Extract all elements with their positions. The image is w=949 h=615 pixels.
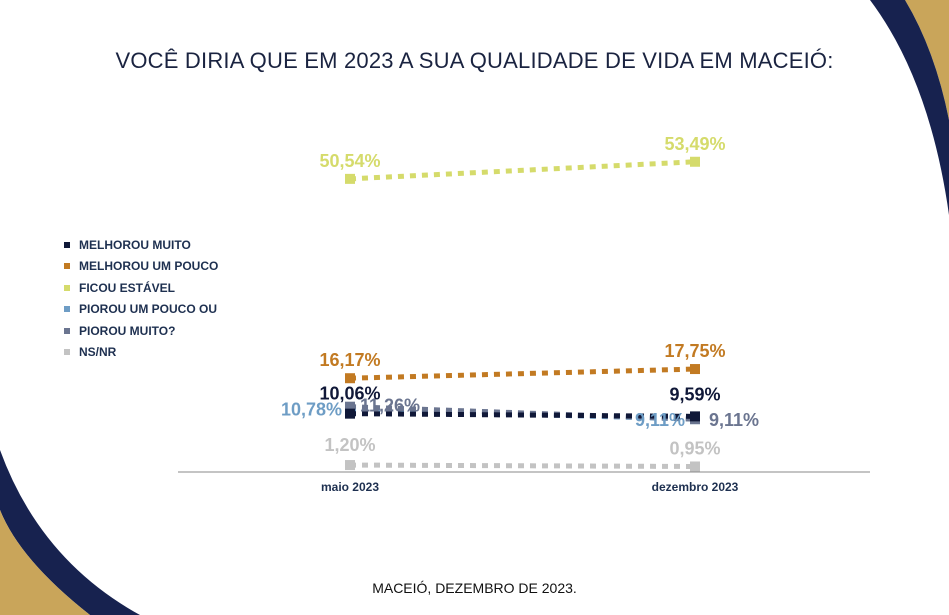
data-point bbox=[345, 408, 355, 419]
legend-item: PIOROU UM POUCO OU bbox=[64, 299, 218, 321]
data-point bbox=[345, 401, 355, 412]
legend-item: MELHOROU UM POUCO bbox=[64, 256, 218, 278]
legend-item: FICOU ESTÁVEL bbox=[64, 277, 218, 299]
legend-label: PIOROU MUITO? bbox=[79, 323, 176, 338]
chart-legend: MELHOROU MUITO MELHOROU UM POUCO FICOU EST… bbox=[64, 234, 218, 363]
data-label: 10,78% bbox=[281, 399, 342, 419]
data-label: 17,75% bbox=[664, 341, 725, 361]
data-label: 50,54% bbox=[319, 151, 380, 171]
legend-item: PIOROU MUITO? bbox=[64, 320, 218, 342]
x-tick-label: maio 2023 bbox=[321, 480, 379, 494]
legend-swatch bbox=[64, 241, 70, 248]
bottom-left-navy-swoosh bbox=[0, 450, 140, 615]
legend-label: PIOROU UM POUCO OU bbox=[79, 302, 218, 317]
data-point bbox=[345, 373, 355, 384]
data-label: 0,95% bbox=[669, 438, 720, 458]
data-label: 1,20% bbox=[324, 435, 375, 455]
data-point bbox=[690, 461, 700, 472]
legend-swatch bbox=[64, 263, 70, 270]
data-label: 10,06% bbox=[319, 384, 380, 404]
data-point bbox=[690, 411, 700, 422]
data-label: 11,26% bbox=[360, 396, 420, 416]
legend-label: FICOU ESTÁVEL bbox=[79, 280, 176, 295]
data-point bbox=[345, 173, 355, 184]
data-point bbox=[690, 364, 700, 375]
legend-swatch bbox=[64, 327, 70, 334]
series-line bbox=[349, 411, 696, 419]
data-point bbox=[690, 156, 700, 167]
series-line bbox=[349, 159, 696, 182]
data-label: 53,49% bbox=[664, 134, 725, 154]
data-point bbox=[345, 460, 355, 471]
page-title: VOCÊ DIRIA QUE EM 2023 A SUA QUALIDADE D… bbox=[115, 48, 834, 73]
legend-item: NS/NR bbox=[64, 342, 218, 364]
legend-swatch bbox=[64, 306, 70, 313]
x-tick-label: dezembro 2023 bbox=[652, 480, 739, 494]
legend-label: MELHOROU UM POUCO bbox=[79, 259, 219, 274]
data-label: 9,11% bbox=[635, 410, 685, 430]
legend-swatch bbox=[64, 349, 70, 356]
top-right-gold-swoosh bbox=[905, 0, 949, 120]
data-label: 16,17% bbox=[319, 350, 380, 370]
series-line bbox=[349, 462, 696, 469]
legend-item: MELHOROU MUITO bbox=[64, 234, 218, 256]
legend-label: NS/NR bbox=[79, 345, 117, 360]
data-label: 9,11% bbox=[709, 410, 759, 430]
series-line bbox=[349, 366, 696, 381]
footer-text: MACEIÓ, DEZEMBRO DE 2023. bbox=[372, 580, 577, 596]
legend-label: MELHOROU MUITO bbox=[79, 237, 191, 252]
bottom-left-gold-swoosh bbox=[0, 510, 90, 615]
legend-swatch bbox=[64, 284, 70, 291]
data-label: 9,59% bbox=[669, 384, 720, 404]
top-right-navy-swoosh bbox=[870, 0, 949, 215]
